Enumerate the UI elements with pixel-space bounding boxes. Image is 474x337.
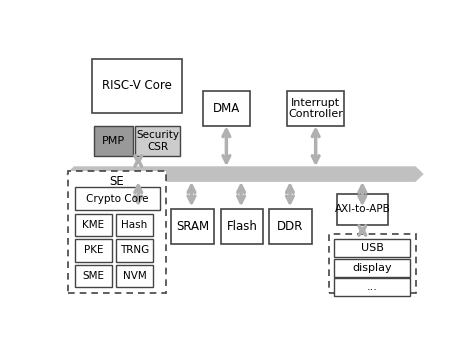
Text: SE: SE xyxy=(110,175,125,188)
Bar xyxy=(329,234,416,294)
Text: Interrupt
Controller: Interrupt Controller xyxy=(288,98,343,119)
Bar xyxy=(116,265,153,287)
Text: AXI-to-APB: AXI-to-APB xyxy=(335,204,390,214)
Text: DMA: DMA xyxy=(213,102,240,115)
Bar xyxy=(92,59,182,113)
Bar xyxy=(269,209,311,244)
Bar xyxy=(334,259,410,277)
Bar xyxy=(221,209,263,244)
Text: SME: SME xyxy=(82,271,104,281)
Text: PMP: PMP xyxy=(102,136,125,146)
Text: ...: ... xyxy=(367,282,378,292)
Bar xyxy=(75,240,112,262)
Bar xyxy=(287,91,344,126)
Text: Crypto Core: Crypto Core xyxy=(86,194,149,204)
Bar xyxy=(68,172,166,294)
Text: PKE: PKE xyxy=(84,245,103,255)
Text: USB: USB xyxy=(361,243,383,253)
Text: KME: KME xyxy=(82,220,104,230)
Bar xyxy=(116,214,153,236)
Bar xyxy=(116,240,153,262)
Text: Security
CSR: Security CSR xyxy=(136,130,179,152)
Bar xyxy=(334,240,410,257)
Bar xyxy=(75,187,160,210)
Bar xyxy=(75,265,112,287)
Polygon shape xyxy=(66,166,424,182)
Bar xyxy=(135,126,181,156)
Text: Hash: Hash xyxy=(121,220,148,230)
Bar xyxy=(94,126,133,156)
Text: SRAM: SRAM xyxy=(176,220,209,233)
Text: display: display xyxy=(353,263,392,273)
Bar xyxy=(202,91,250,126)
Text: DDR: DDR xyxy=(277,220,304,233)
Text: NVM: NVM xyxy=(123,271,146,281)
Bar xyxy=(75,214,112,236)
Text: Flash: Flash xyxy=(227,220,257,233)
Bar xyxy=(334,278,410,296)
Text: TRNG: TRNG xyxy=(120,245,149,255)
Bar xyxy=(171,209,213,244)
Text: RISC-V Core: RISC-V Core xyxy=(102,79,172,92)
Bar xyxy=(337,193,388,225)
